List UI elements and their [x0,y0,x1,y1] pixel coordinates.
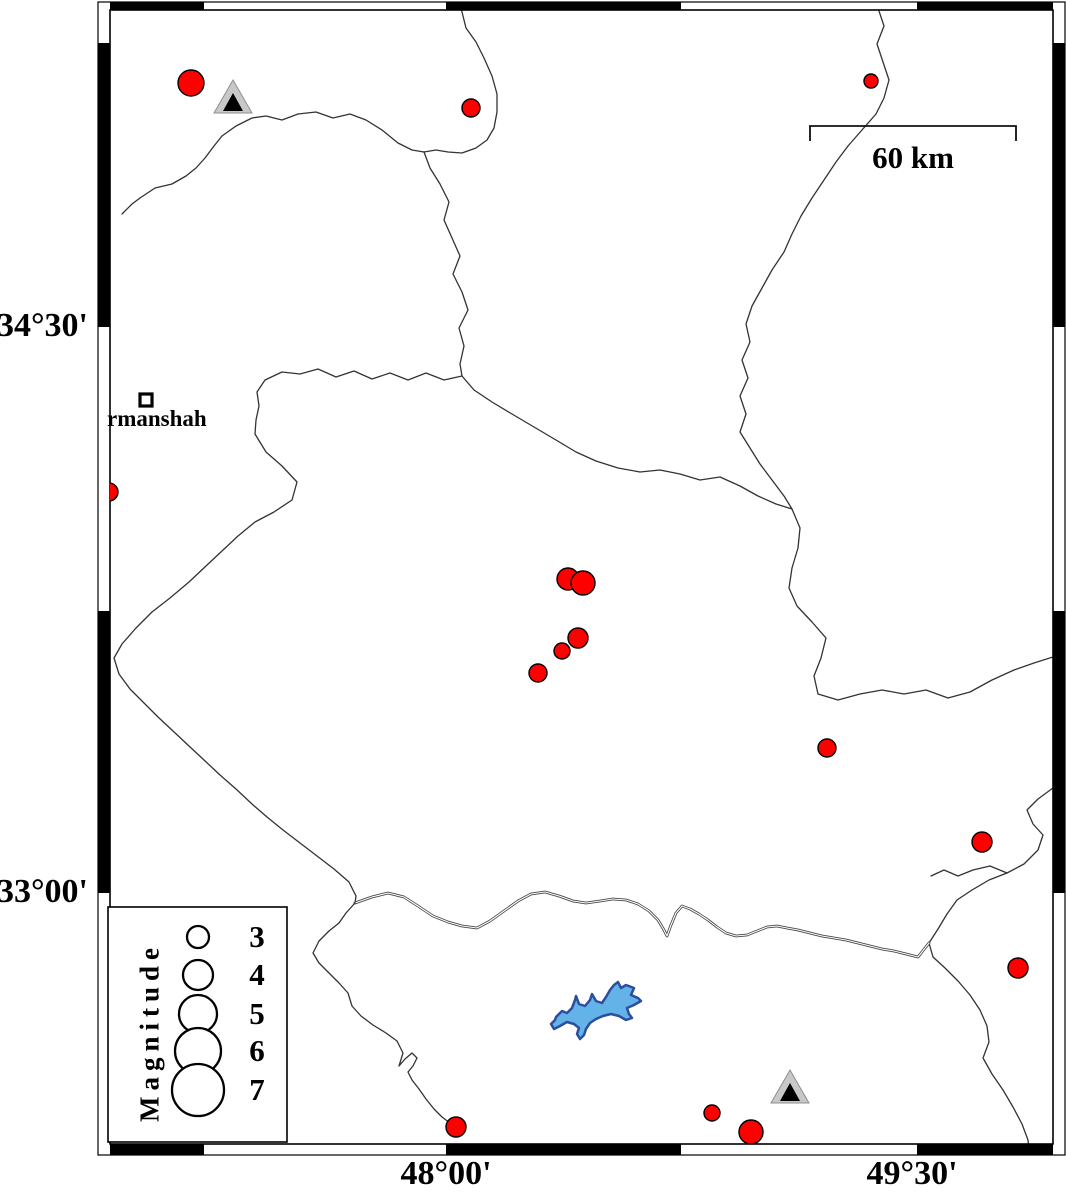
legend-value: 6 [249,1033,265,1068]
city-label: rmanshah [107,406,207,431]
earthquake-marker [703,1104,721,1122]
scale-bar-label: 60 km [872,140,954,175]
legend-value: 5 [249,996,265,1031]
border-south-double-core [354,891,930,958]
legend-title: Magnitude [134,941,165,1123]
station-triangle-inner-icon [780,1083,800,1101]
earthquake-marker [567,627,589,649]
earthquake-marker [553,642,571,660]
border-east-vertical [739,10,1053,701]
legend-value: 4 [249,957,265,992]
earthquake-marker [971,831,993,853]
frame-tick-segment [917,1144,1053,1155]
border-northwest [121,111,425,215]
earthquake-marker [817,738,837,758]
legend-value: 3 [249,919,265,954]
legend-circle-4 [181,958,215,992]
border-south-double-outer [353,890,931,959]
earthquake-marker [1007,957,1029,979]
boundary-lines [113,10,1053,1144]
border-southeast-branch [930,865,1008,877]
earthquake-marker [177,69,205,97]
frame-tick-segment [1053,43,1065,327]
frame-tick-segment [446,1144,681,1155]
legend-circle-7 [170,1062,226,1118]
lat-tick-label: 34°30' [0,307,88,344]
scale-bar-line [809,125,1017,141]
frame-tick-segment [1053,611,1065,893]
station-marker [770,1068,810,1104]
earthquake-marker [863,73,879,89]
border-west-horizontal [254,368,463,435]
lon-tick-label: 49°30' [866,1155,958,1192]
frame-tick-segment [917,2,1053,10]
lake [549,980,643,1041]
frame-tick-segment [446,2,681,10]
map-frame [97,1,1066,1156]
legend-value: 7 [249,1072,265,1107]
earthquake-marker [445,1116,467,1138]
border-southeast [928,787,1053,1144]
frame-tick-segment [98,611,110,893]
frame-tick-segment [110,1144,204,1155]
border-southwest-long [113,433,357,904]
magnitude-legend [107,906,288,1143]
city-marker-square-icon [138,392,154,408]
station-layer [213,78,810,1104]
lat-tick-label: 33°00' [0,873,88,910]
earthquake-marker [738,1119,764,1144]
legend-circle-3 [185,924,211,950]
border-bottomleft [312,902,451,1124]
earthquake-marker [528,663,548,683]
earthquake-layer [110,69,1029,1144]
earthquake-marker [570,570,596,596]
frame-tick-segment [98,43,110,327]
lon-tick-label: 48°00' [400,1155,492,1192]
earthquake-marker [110,482,119,502]
border-central-diagonal [423,151,793,510]
frame-tick-segment [110,2,204,10]
station-triangle-inner-icon [223,93,243,111]
border-north-vertical [423,10,498,154]
earthquake-marker [461,98,481,118]
station-marker [213,78,253,114]
